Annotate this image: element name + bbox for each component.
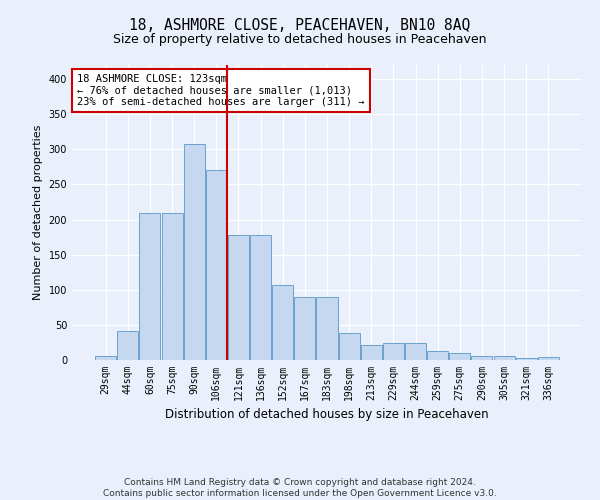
Bar bbox=[427, 351, 448, 360]
Text: 18, ASHMORE CLOSE, PEACEHAVEN, BN10 8AQ: 18, ASHMORE CLOSE, PEACEHAVEN, BN10 8AQ bbox=[130, 18, 470, 32]
Bar bbox=[449, 353, 470, 360]
Bar bbox=[338, 332, 359, 360]
Bar bbox=[184, 144, 205, 360]
Bar bbox=[161, 212, 182, 360]
Bar bbox=[383, 343, 404, 360]
Bar bbox=[95, 356, 116, 360]
Bar bbox=[206, 170, 227, 360]
Bar bbox=[515, 358, 536, 360]
Bar bbox=[118, 330, 139, 360]
Bar bbox=[228, 235, 249, 360]
Text: Contains HM Land Registry data © Crown copyright and database right 2024.
Contai: Contains HM Land Registry data © Crown c… bbox=[103, 478, 497, 498]
Bar bbox=[295, 297, 316, 360]
Y-axis label: Number of detached properties: Number of detached properties bbox=[33, 125, 43, 300]
Bar bbox=[405, 343, 426, 360]
Bar bbox=[538, 357, 559, 360]
X-axis label: Distribution of detached houses by size in Peacehaven: Distribution of detached houses by size … bbox=[165, 408, 489, 422]
Text: 18 ASHMORE CLOSE: 123sqm
← 76% of detached houses are smaller (1,013)
23% of sem: 18 ASHMORE CLOSE: 123sqm ← 76% of detach… bbox=[77, 74, 365, 107]
Bar bbox=[494, 356, 515, 360]
Bar bbox=[361, 344, 382, 360]
Bar bbox=[139, 212, 160, 360]
Bar bbox=[272, 285, 293, 360]
Bar bbox=[316, 297, 338, 360]
Text: Size of property relative to detached houses in Peacehaven: Size of property relative to detached ho… bbox=[113, 32, 487, 46]
Bar bbox=[472, 356, 493, 360]
Bar bbox=[250, 235, 271, 360]
